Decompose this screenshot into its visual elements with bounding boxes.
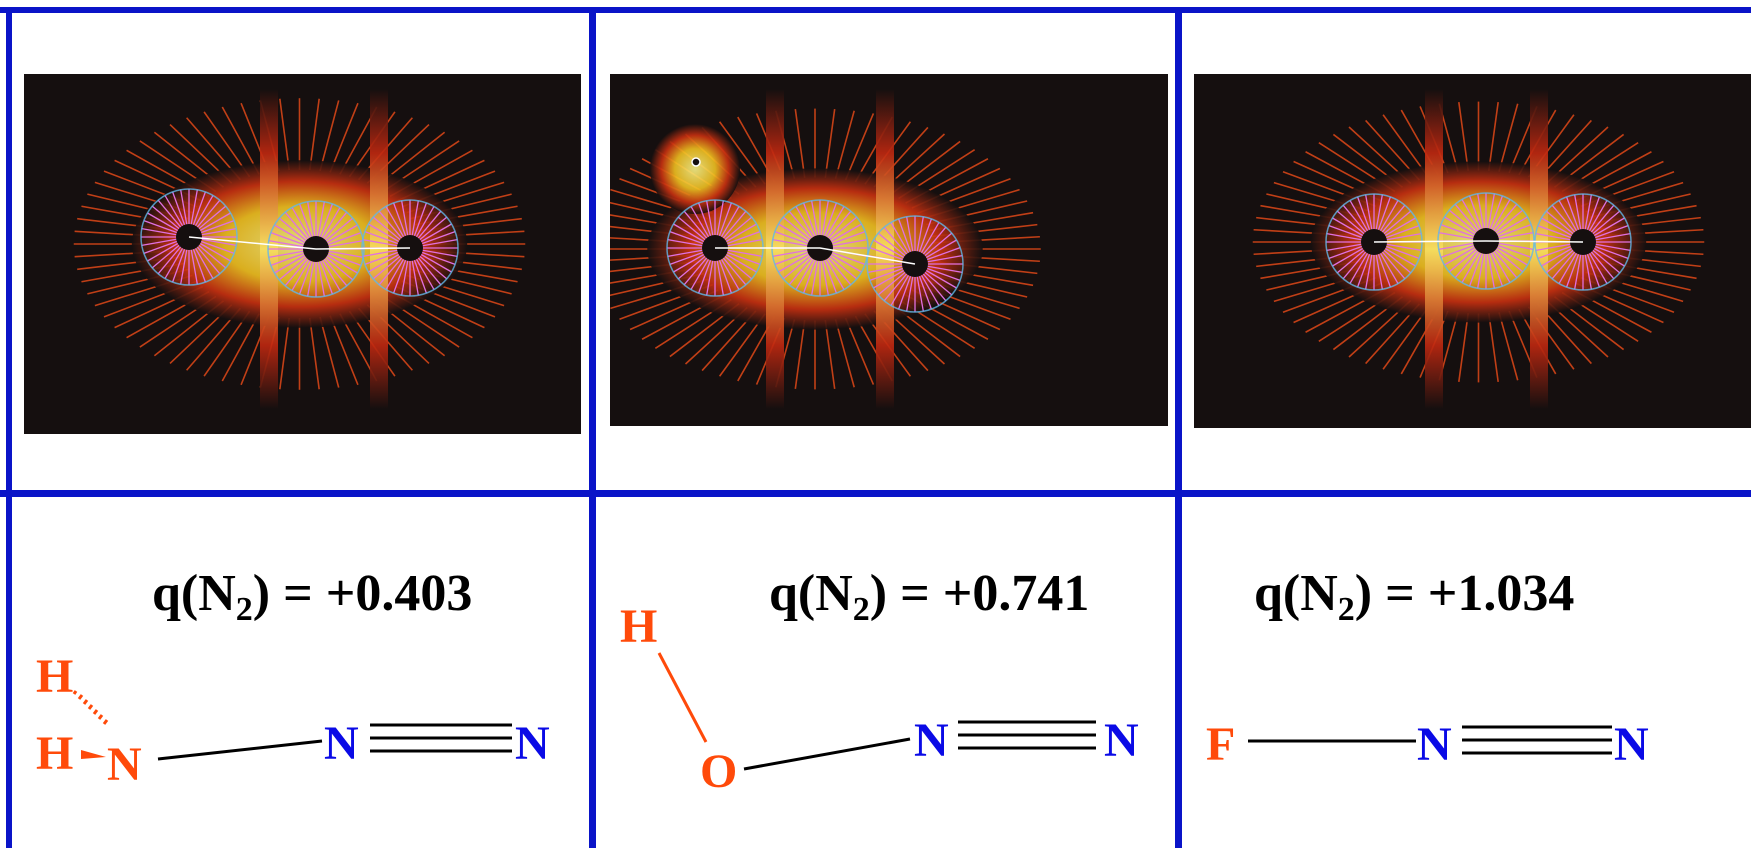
atom-n-right: N (515, 717, 550, 770)
frame-middle-line (0, 490, 1751, 497)
frame-divider-2 (1175, 7, 1182, 848)
charge-label-f-n2: q(N2) = +1.034 (1254, 565, 1575, 628)
atom-n-left: N (914, 714, 949, 767)
field-plot-ho-n2 (610, 74, 1168, 426)
bond-n-n-triple (958, 720, 1096, 750)
frame-left-line (6, 7, 12, 848)
bond-n-n-single (157, 739, 323, 761)
atom-n-left: N (1417, 718, 1452, 771)
atom-n-substituent: N (107, 738, 142, 791)
structure-f-n2: F N N (1206, 718, 1649, 771)
bond-o-n-single (743, 737, 911, 771)
structure-ho-n2: H O N N (620, 600, 1139, 798)
atom-o: O (700, 745, 737, 798)
atom-h-bottom: H (36, 727, 73, 780)
bond-n-n-triple (1462, 725, 1612, 755)
charge-label-h2n-n2: q(N2) = +0.403 (152, 565, 473, 628)
atom-n-right: N (1614, 718, 1649, 771)
frame-top-line (0, 7, 1751, 13)
bond-h-n-wedge (81, 750, 106, 759)
bond-h-n-hashed (72, 690, 109, 725)
bond-h-o (657, 652, 708, 743)
frame-divider-1 (589, 7, 596, 848)
atom-f: F (1206, 718, 1235, 771)
charge-label-ho-n2: q(N2) = +0.741 (769, 565, 1090, 628)
field-plot-h2n-n2 (24, 74, 581, 434)
atom-n-right: N (1104, 714, 1139, 767)
structure-h2n-n2: H H N N N (36, 650, 550, 791)
atom-h-top: H (36, 650, 73, 703)
atom-h: H (620, 600, 657, 653)
bond-n-n-triple (370, 723, 512, 753)
atom-n-left: N (324, 717, 359, 770)
field-plot-f-n2 (1194, 74, 1751, 428)
